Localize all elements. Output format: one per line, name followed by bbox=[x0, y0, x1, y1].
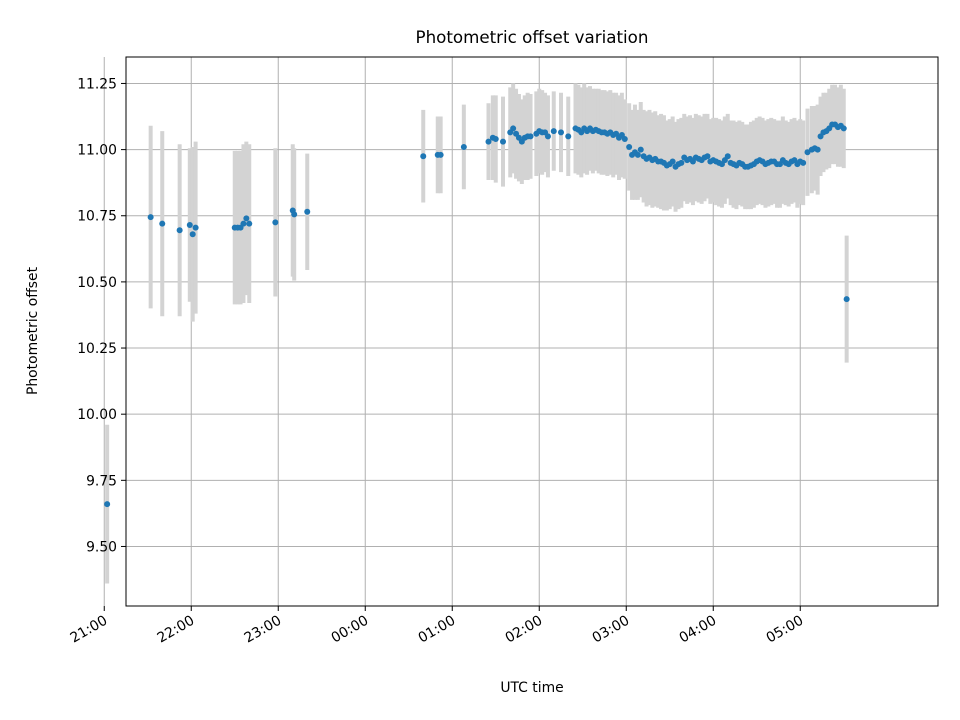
data-point bbox=[637, 146, 644, 153]
data-point bbox=[626, 143, 633, 150]
data-point bbox=[804, 149, 811, 156]
data-point bbox=[189, 231, 196, 238]
data-point bbox=[724, 153, 731, 160]
data-point bbox=[304, 208, 311, 215]
x-tick-label: 00:00 bbox=[329, 613, 372, 647]
data-point bbox=[669, 158, 676, 165]
x-tick-label: 21:00 bbox=[68, 613, 111, 647]
data-point bbox=[437, 151, 444, 158]
data-point bbox=[840, 125, 847, 132]
data-point bbox=[500, 138, 506, 145]
data-point bbox=[510, 125, 517, 132]
y-tick-label: 10.75 bbox=[77, 209, 117, 225]
x-tick-label: 05:00 bbox=[764, 613, 807, 647]
data-point bbox=[420, 153, 427, 160]
y-tick-label: 10.00 bbox=[77, 407, 117, 423]
data-point bbox=[565, 133, 572, 140]
data-point bbox=[800, 159, 807, 166]
data-point bbox=[492, 136, 499, 143]
data-point bbox=[192, 224, 199, 231]
data-point bbox=[147, 214, 154, 221]
x-tick-label: 22:00 bbox=[155, 613, 198, 647]
data-point bbox=[186, 222, 193, 229]
data-point bbox=[621, 136, 628, 143]
y-tick-label: 11.00 bbox=[77, 143, 117, 159]
data-point bbox=[527, 133, 534, 140]
x-tick-label: 04:00 bbox=[677, 613, 720, 647]
data-point bbox=[246, 220, 253, 227]
y-tick-label: 10.25 bbox=[77, 341, 117, 357]
y-tick-label: 9.75 bbox=[86, 473, 117, 489]
x-tick-label: 02:00 bbox=[503, 613, 546, 647]
data-point bbox=[460, 143, 467, 150]
y-tick-label: 10.50 bbox=[77, 275, 117, 291]
data-point bbox=[678, 159, 685, 166]
x-tick-label: 01:00 bbox=[416, 613, 459, 647]
y-axis-label: Photometric offset bbox=[25, 266, 41, 395]
data-point bbox=[544, 133, 551, 140]
data-point bbox=[159, 220, 166, 227]
chart-title: Photometric offset variation bbox=[416, 27, 649, 47]
x-axis-label: UTC time bbox=[500, 680, 563, 696]
x-tick-label: 03:00 bbox=[590, 613, 633, 647]
error-bars bbox=[105, 83, 849, 584]
y-tick-label: 9.50 bbox=[86, 539, 117, 555]
data-point bbox=[704, 153, 711, 160]
data-point bbox=[843, 296, 850, 303]
data-point bbox=[243, 215, 250, 222]
data-point bbox=[176, 227, 183, 234]
plot-area-frame bbox=[125, 56, 939, 607]
y-tick-label: 11.25 bbox=[77, 76, 117, 92]
data-point bbox=[104, 501, 111, 508]
data-point bbox=[291, 211, 298, 218]
data-point bbox=[814, 146, 821, 153]
data-point bbox=[485, 138, 492, 145]
data-points bbox=[104, 121, 850, 508]
data-point bbox=[558, 129, 564, 136]
data-point bbox=[634, 151, 641, 158]
x-tick-label: 23:00 bbox=[242, 613, 285, 647]
data-point bbox=[550, 128, 557, 135]
data-point bbox=[272, 219, 279, 226]
data-point bbox=[240, 220, 247, 227]
